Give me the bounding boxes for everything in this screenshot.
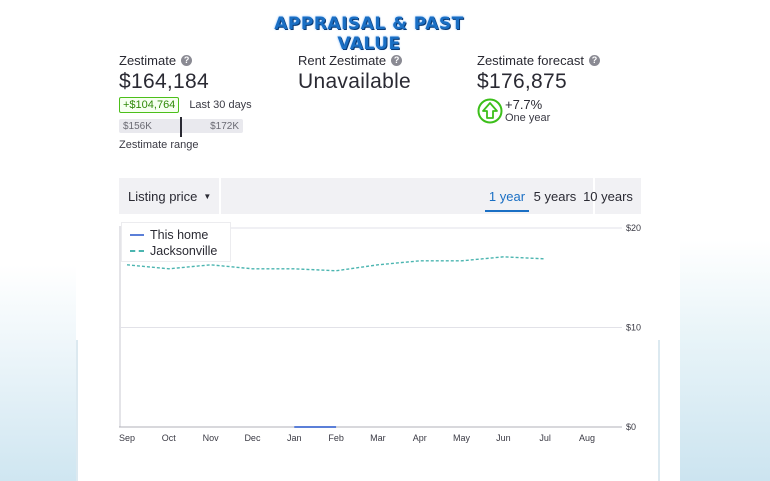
chart-legend: This home Jacksonville bbox=[121, 222, 231, 262]
x-tick-label: Dec bbox=[244, 433, 261, 443]
zestimate-change-period: Last 30 days bbox=[189, 99, 252, 111]
zestimate-value: $164,184 bbox=[119, 70, 209, 93]
range-marker bbox=[180, 117, 182, 137]
listing-price-label: Listing price bbox=[128, 188, 198, 204]
legend-label-jacksonville: Jacksonville bbox=[150, 244, 218, 258]
forecast-label: Zestimate forecast bbox=[477, 53, 584, 68]
forecast-percent: +7.7% bbox=[505, 97, 543, 112]
zestimate-range-bar: $156K $172K bbox=[119, 117, 243, 137]
rent-zestimate-section: Rent Zestimate ? Unavailable bbox=[298, 53, 411, 94]
background-right-gradient bbox=[680, 0, 770, 481]
series-line-jacksonville bbox=[126, 256, 546, 272]
y-tick-label: $10 bbox=[626, 323, 641, 333]
range-high: $172K bbox=[210, 120, 239, 132]
forecast-change-text: +7.7% One year bbox=[505, 97, 551, 125]
forecast-value: $176,875 bbox=[477, 70, 567, 93]
active-tab-underline bbox=[485, 210, 529, 212]
x-tick-label: Jan bbox=[287, 433, 302, 443]
rent-zestimate-label-row: Rent Zestimate ? bbox=[298, 53, 411, 68]
info-icon[interactable]: ? bbox=[588, 55, 600, 66]
chart-axis-labels: $0 $10 $20 Sep Oct Nov Dec Jan Feb Mar Apr May Jun Ju… bbox=[119, 223, 641, 443]
panel-right-edge bbox=[658, 340, 660, 481]
panel-left-edge bbox=[76, 340, 78, 481]
forecast-section: Zestimate forecast ? $176,875 +7.7% One … bbox=[477, 53, 600, 124]
y-tick-label: $0 bbox=[626, 422, 636, 432]
rent-zestimate-label: Rent Zestimate bbox=[298, 53, 387, 68]
tab-5-years[interactable]: 5 years bbox=[531, 178, 579, 214]
x-tick-label: Sep bbox=[119, 433, 135, 443]
legend-swatch-solid bbox=[130, 234, 144, 236]
tab-5-years-label: 5 years bbox=[533, 188, 577, 204]
legend-label-this-home: This home bbox=[150, 228, 209, 242]
zestimate-change-badge: +$104,764 bbox=[119, 97, 180, 113]
info-icon[interactable]: ? bbox=[181, 55, 193, 66]
x-tick-label: Oct bbox=[162, 433, 177, 443]
background-left-gradient bbox=[0, 0, 90, 481]
x-tick-label: May bbox=[453, 433, 471, 443]
range-low: $156K bbox=[123, 120, 152, 132]
toolbar-divider bbox=[593, 178, 595, 214]
tab-10-years-label: 10 years bbox=[583, 188, 633, 204]
x-tick-label: Apr bbox=[413, 433, 427, 443]
chart-toolbar: Listing price ▼ 1 year 5 years 10 years bbox=[119, 178, 641, 214]
forecast-period: One year bbox=[505, 112, 551, 124]
x-tick-label: Jun bbox=[496, 433, 511, 443]
page-title: APPRAISAL & PAST VALUE bbox=[274, 14, 464, 54]
forecast-change-row: +7.7% One year bbox=[477, 98, 600, 124]
x-tick-label: Aug bbox=[579, 433, 595, 443]
listing-price-dropdown[interactable]: Listing price ▼ bbox=[119, 178, 221, 214]
zestimate-section: Zestimate ? $164,184 +$104,764 Last 30 d… bbox=[119, 53, 252, 151]
forecast-label-row: Zestimate forecast ? bbox=[477, 53, 600, 68]
legend-item-this-home[interactable]: This home bbox=[130, 228, 208, 242]
zestimate-change-row: +$104,764 Last 30 days bbox=[119, 97, 252, 113]
zestimate-label-row: Zestimate ? bbox=[119, 53, 252, 68]
x-tick-label: Jul bbox=[539, 433, 551, 443]
x-tick-label: Feb bbox=[328, 433, 344, 443]
y-tick-label: $20 bbox=[626, 223, 641, 233]
x-tick-label: Mar bbox=[370, 433, 386, 443]
tab-1-year-label: 1 year bbox=[488, 188, 526, 204]
chart-series bbox=[126, 256, 546, 428]
info-icon[interactable]: ? bbox=[391, 55, 403, 66]
up-arrow-icon bbox=[477, 98, 503, 124]
zestimate-label: Zestimate bbox=[119, 53, 177, 68]
x-tick-label: Nov bbox=[203, 433, 220, 443]
tab-10-years[interactable]: 10 years bbox=[581, 178, 635, 214]
rent-zestimate-value: Unavailable bbox=[298, 70, 412, 93]
legend-item-jacksonville[interactable]: Jacksonville bbox=[130, 244, 217, 258]
legend-swatch-dashed bbox=[130, 250, 144, 252]
tab-1-year[interactable]: 1 year bbox=[485, 178, 529, 214]
range-caption: Zestimate range bbox=[119, 139, 199, 151]
caret-down-icon: ▼ bbox=[203, 191, 212, 201]
